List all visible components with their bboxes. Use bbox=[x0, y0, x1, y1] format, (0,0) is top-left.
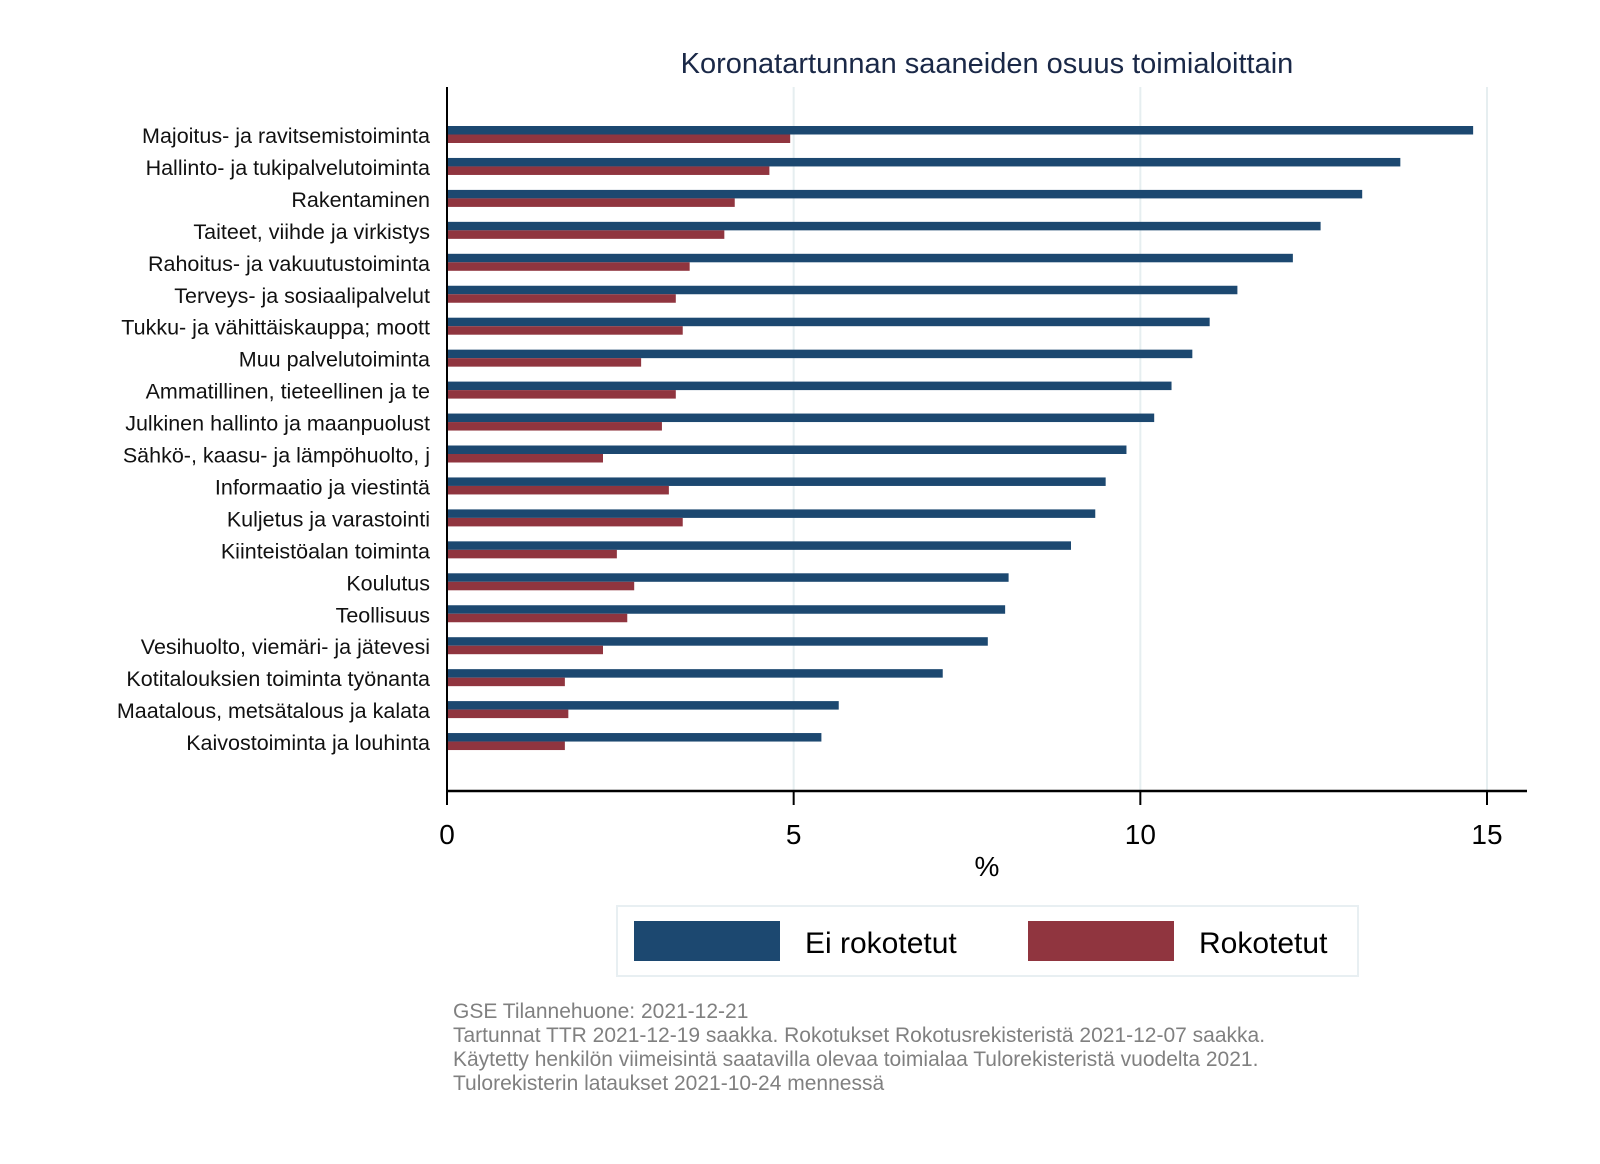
category-label: Maatalous, metsätalous ja kalata bbox=[117, 699, 430, 723]
bar-rokotetut bbox=[447, 198, 735, 207]
bar-rokotetut bbox=[447, 613, 628, 623]
bar-rokotetut bbox=[447, 645, 603, 655]
category-label: Kiinteistöalan toiminta bbox=[221, 539, 430, 563]
category-label: Kotitalouksien toiminta työnanta bbox=[126, 667, 430, 691]
bar-rokotetut bbox=[447, 422, 662, 431]
category-label: Rahoitus- ja vakuutustoiminta bbox=[148, 252, 430, 276]
bar-rokotetut bbox=[447, 166, 770, 175]
category-label: Vesihuolto, viemäri- ja jätevesi bbox=[141, 635, 430, 659]
x-tick-label: 5 bbox=[786, 819, 802, 850]
chart-title: Koronatartunnan saaneiden osuus toimialo… bbox=[681, 48, 1294, 80]
footnote-line: GSE Tilannehuone: 2021-12-21 bbox=[453, 1000, 748, 1023]
bar-ei-rokotetut bbox=[447, 445, 1127, 454]
bar-ei-rokotetut bbox=[447, 285, 1238, 295]
category-label: Rakentaminen bbox=[291, 188, 430, 212]
category-label: Majoitus- ja ravitsemistoiminta bbox=[142, 124, 430, 148]
category-labels: Majoitus- ja ravitsemistoiminta Hallinto-… bbox=[117, 124, 430, 755]
bar-rokotetut bbox=[447, 294, 676, 303]
category-label: Tukku- ja vähittäiskauppa; moott bbox=[121, 316, 430, 340]
category-label: Taiteet, viihde ja virkistys bbox=[193, 220, 430, 244]
bar-ei-rokotetut bbox=[447, 253, 1293, 263]
x-tick-label: 0 bbox=[439, 819, 455, 850]
footnote-line: Tartunnat TTR 2021-12-19 saakka. Rokotuk… bbox=[453, 1024, 1265, 1047]
bar-rokotetut bbox=[447, 134, 791, 143]
legend-label-ei-rokotetut: Ei rokotetut bbox=[805, 927, 957, 960]
footnotes: GSE Tilannehuone: 2021-12-21 Tartunnat T… bbox=[453, 1000, 1265, 1095]
bar-rokotetut bbox=[447, 709, 569, 719]
bar-ei-rokotetut bbox=[447, 413, 1155, 423]
x-tick-label: 10 bbox=[1125, 819, 1156, 850]
category-label: Informaatio ja viestintä bbox=[215, 475, 430, 499]
bar-ei-rokotetut bbox=[447, 573, 1009, 582]
bar-rokotetut bbox=[447, 454, 603, 463]
bar-rokotetut bbox=[447, 262, 690, 271]
bar-ei-rokotetut bbox=[447, 317, 1210, 327]
bar-rokotetut bbox=[447, 549, 617, 559]
legend-label-rokotetut: Rokotetut bbox=[1199, 927, 1328, 960]
bar-ei-rokotetut bbox=[447, 126, 1474, 135]
bar-ei-rokotetut bbox=[447, 477, 1106, 486]
bar-rokotetut bbox=[447, 326, 683, 335]
x-axis-title: % bbox=[975, 851, 1000, 882]
category-label: Ammatillinen, tieteellinen ja te bbox=[146, 380, 430, 404]
bar-ei-rokotetut bbox=[447, 157, 1401, 167]
category-label: Teollisuus bbox=[336, 603, 430, 627]
bar-ei-rokotetut bbox=[447, 733, 822, 742]
bar-rokotetut bbox=[447, 485, 669, 495]
footnote-line: Tulorekisterin lataukset 2021-10-24 menn… bbox=[453, 1072, 884, 1095]
bar-rokotetut bbox=[447, 230, 725, 239]
bar-rokotetut bbox=[447, 677, 565, 687]
bar-ei-rokotetut bbox=[447, 381, 1172, 391]
bar-rokotetut bbox=[447, 517, 683, 527]
category-label: Koulutus bbox=[346, 571, 430, 595]
legend: Ei rokotetut Rokotetut bbox=[616, 905, 1359, 977]
category-label: Kaivostoiminta ja louhinta bbox=[186, 731, 430, 755]
category-label: Muu palvelutoiminta bbox=[239, 348, 430, 372]
bar-ei-rokotetut bbox=[447, 509, 1096, 518]
legend-swatch-rokotetut bbox=[1028, 921, 1174, 961]
bar-ei-rokotetut bbox=[447, 605, 1006, 614]
bar-rokotetut bbox=[447, 741, 565, 751]
legend-swatch-ei-rokotetut bbox=[634, 921, 780, 961]
bar-ei-rokotetut bbox=[447, 669, 943, 678]
x-axis: 0 5 10 15 bbox=[439, 87, 1527, 850]
bar-ei-rokotetut bbox=[447, 189, 1363, 199]
bar-ei-rokotetut bbox=[447, 221, 1321, 231]
bar-ei-rokotetut bbox=[447, 637, 988, 646]
footnote-line: Käytetty henkilön viimeisintä saatavilla… bbox=[453, 1048, 1258, 1071]
bar-rokotetut bbox=[447, 581, 635, 591]
bar-rokotetut bbox=[447, 390, 676, 399]
category-label: Terveys- ja sosiaalipalvelut bbox=[174, 284, 430, 308]
bar-ei-rokotetut bbox=[447, 701, 839, 710]
category-label: Julkinen hallinto ja maanpuolust bbox=[125, 412, 430, 436]
bars bbox=[447, 126, 1474, 751]
category-label: Sähkö-, kaasu- ja lämpöhuolto, j bbox=[123, 444, 430, 468]
category-label: Kuljetus ja varastointi bbox=[227, 507, 430, 531]
bar-ei-rokotetut bbox=[447, 541, 1071, 550]
bar-ei-rokotetut bbox=[447, 349, 1193, 359]
category-label: Hallinto- ja tukipalvelutoiminta bbox=[146, 156, 430, 180]
bar-rokotetut bbox=[447, 358, 642, 367]
x-tick-label: 15 bbox=[1471, 819, 1502, 850]
